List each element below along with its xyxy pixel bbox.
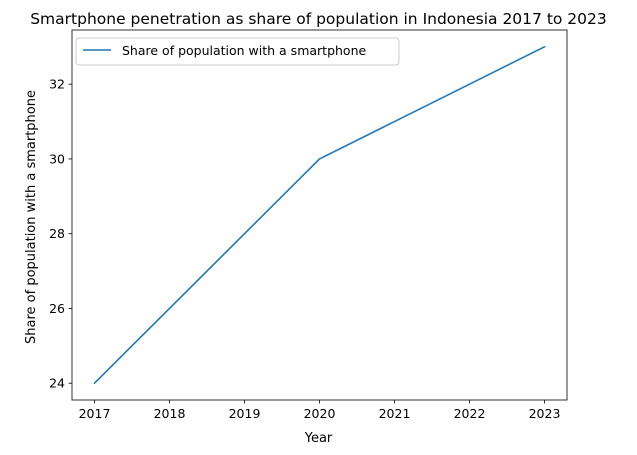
y-axis-label: Share of population with a smartphone xyxy=(24,90,39,344)
chart-title: Smartphone penetration as share of popul… xyxy=(30,10,607,28)
y-tick-label: 26 xyxy=(49,301,65,316)
y-tick-label: 30 xyxy=(49,151,65,166)
x-tick-label: 2023 xyxy=(529,406,561,421)
series-line xyxy=(93,45,546,385)
legend-label: Share of population with a smartphone xyxy=(122,43,366,58)
legend: Share of population with a smartphone xyxy=(75,37,400,66)
y-tick-label: 24 xyxy=(49,376,65,391)
x-tick-label: 2017 xyxy=(79,406,111,421)
legend-frame xyxy=(75,37,400,66)
x-tick-label: 2021 xyxy=(379,406,411,421)
x-tick-label: 2020 xyxy=(304,406,336,421)
x-tick-label: 2019 xyxy=(229,406,261,421)
plot-area-frame xyxy=(71,29,568,401)
y-tick-label: 32 xyxy=(49,77,65,92)
y-axis-ticks: 24 26 28 30 32 xyxy=(49,77,72,391)
y-tick-label: 28 xyxy=(49,226,65,241)
series-lines xyxy=(93,45,546,385)
x-tick-label: 2022 xyxy=(454,406,486,421)
x-tick-label: 2018 xyxy=(154,406,186,421)
x-axis-ticks: 2017 2018 2019 2020 2021 2022 2023 xyxy=(79,400,561,421)
x-axis-label: Year xyxy=(304,431,333,446)
